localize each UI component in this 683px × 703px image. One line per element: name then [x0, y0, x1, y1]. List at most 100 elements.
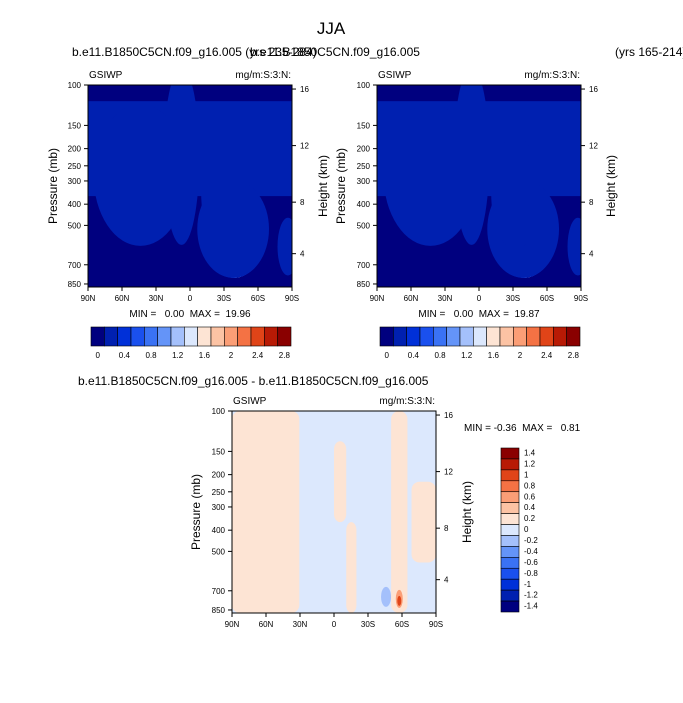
y2-tick-label: 4 [444, 576, 449, 585]
colorbar-box [500, 589, 520, 602]
y-tick-label: 150 [68, 121, 82, 130]
colorbar-box [539, 326, 554, 347]
colorbar-label: 1.2 [461, 351, 473, 360]
y-tick-label: 250 [68, 162, 82, 171]
y-tick-label: 100 [357, 81, 371, 90]
diff-units-label: mg/m:S:3:N: [379, 396, 435, 407]
right-axes: 90N 60N 30N 0 30S 60S 90S 100 150 200 250 300 400 500… [357, 81, 599, 303]
y2-tick-label: 4 [300, 250, 305, 259]
diff-axes: 90N 60N 30N 0 30S 60S 90S 100 150 200 250 300 400 500… [212, 407, 454, 629]
colorbar-box [419, 326, 434, 347]
colorbar-label: -1.4 [524, 602, 538, 611]
right-case-title-suffix: (yrs 165-214) [615, 45, 683, 59]
colorbar-label: 1.4 [524, 449, 536, 458]
diff-contour-field [232, 411, 436, 613]
x-tick-label: 90N [370, 294, 385, 303]
colorbar-label: -0.2 [524, 536, 538, 545]
colorbar-label: 0 [524, 525, 529, 534]
colorbar-box [170, 326, 185, 347]
left-case-title: b.e11.B1850C5CN.f09_g16.005 (yrs 235-284… [72, 45, 317, 59]
colorbar-label: 0.4 [524, 503, 536, 512]
difference-panel: GSIWP mg/m:S:3:N: 90N 60N 30N 0 30S 60S 90S 100… [189, 396, 581, 629]
y-tick-label: 400 [357, 200, 371, 209]
left-stats: MIN = 0.00 MAX = 19.96 [129, 309, 251, 320]
colorbar-label: -0.8 [524, 569, 538, 578]
y-tick-label: 250 [212, 488, 226, 497]
right-stats: MIN = 0.00 MAX = 19.87 [418, 309, 540, 320]
diff-colorbar: 1.41.2 1 0.8 0.6 0.4 0.2 0 -0.2 -0.4 -0.6 -0.8 -1 -1… [500, 447, 538, 613]
colorbar-box [500, 567, 520, 580]
colorbar-box [197, 326, 212, 347]
colorbar-label: 0.4 [119, 351, 131, 360]
x-tick-label: 60N [259, 620, 274, 629]
colorbar-box [446, 326, 461, 347]
y-tick-label: 100 [212, 407, 226, 416]
right-case-title: b.e11.B1850C5CN.f09_g16.005 [250, 45, 420, 59]
left-axes: 90N 60N 30N 0 30S 60S 90S 100 150 200 250 300 400 500… [68, 81, 310, 303]
x-tick-label: 90N [225, 620, 240, 629]
x-tick-label: 60N [404, 294, 419, 303]
colorbar-box [224, 326, 238, 347]
right-var-label: GSIWP [378, 70, 412, 81]
contour-region [346, 522, 357, 613]
y-tick-label: 850 [68, 280, 82, 289]
y-tick-label: 500 [357, 221, 371, 230]
contour-level [567, 217, 581, 276]
diff-var-label: GSIWP [233, 396, 267, 407]
colorbar-label: 0.4 [408, 351, 420, 360]
y-tick-label: 100 [68, 81, 82, 90]
colorbar-box [526, 326, 541, 347]
contour-region [391, 411, 408, 613]
y2-tick-label: 12 [589, 142, 598, 151]
colorbar-label: -0.6 [524, 558, 538, 567]
y-tick-label: 200 [68, 145, 82, 154]
right-y2label: Height (km) [604, 155, 618, 217]
contour-level [201, 136, 250, 250]
y-tick-label: 200 [212, 471, 226, 480]
right-ylabel: Pressure (mb) [334, 148, 348, 224]
diff-y2label: Height (km) [460, 481, 474, 543]
x-tick-label: 60S [540, 294, 554, 303]
y-tick-label: 200 [357, 145, 371, 154]
colorbar-label: 1.2 [524, 459, 536, 468]
x-tick-label: 90S [429, 620, 443, 629]
right-colorbar: 0 0.4 0.8 1.2 1.6 2 2.4 2.8 [379, 326, 581, 360]
colorbar-box [250, 326, 265, 347]
x-tick-label: 30S [361, 620, 375, 629]
contour-region [334, 441, 347, 523]
contour-level [491, 136, 540, 250]
y2-tick-label: 8 [444, 524, 449, 533]
colorbar-label: 2.4 [541, 351, 553, 360]
x-tick-label: 0 [188, 294, 193, 303]
y-tick-label: 700 [68, 261, 82, 270]
y2-tick-label: 8 [589, 198, 594, 207]
colorbar-box [184, 326, 198, 347]
left-contour-field [88, 85, 292, 287]
colorbar-label: 2.8 [279, 351, 291, 360]
y-tick-label: 400 [68, 200, 82, 209]
y2-tick-label: 12 [444, 468, 453, 477]
colorbar-box [264, 326, 278, 347]
x-tick-label: 0 [477, 294, 482, 303]
colorbar-box [513, 326, 527, 347]
colorbar-label: 1.6 [488, 351, 500, 360]
y2-tick-label: 16 [300, 85, 309, 94]
diff-case-title: b.e11.B1850C5CN.f09_g16.005 - b.e11.B185… [78, 374, 429, 388]
y2-tick-label: 4 [589, 250, 594, 259]
y-tick-label: 700 [357, 261, 371, 270]
left-y2label: Height (km) [316, 155, 330, 217]
left-ylabel: Pressure (mb) [46, 148, 60, 224]
x-tick-label: 60N [115, 294, 130, 303]
colorbar-box [406, 326, 421, 347]
colorbar-box [473, 326, 487, 347]
right-units-label: mg/m:S:3:N: [524, 70, 580, 81]
x-tick-label: 90S [574, 294, 588, 303]
colorbar-label: -1 [524, 580, 532, 589]
page-title: JJA [317, 19, 346, 38]
y-tick-label: 500 [68, 221, 82, 230]
x-tick-label: 30N [293, 620, 308, 629]
contour-region [256, 431, 277, 573]
x-tick-label: 60S [395, 620, 409, 629]
colorbar-box [210, 326, 225, 347]
colorbar-box [500, 524, 520, 536]
